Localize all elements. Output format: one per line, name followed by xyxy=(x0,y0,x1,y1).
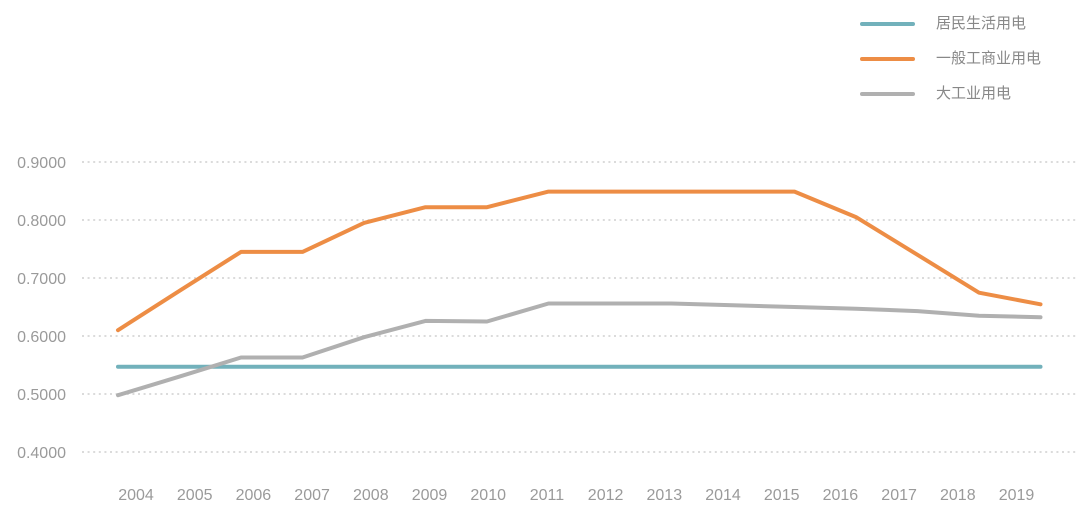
residential-line-swatch xyxy=(860,22,915,26)
legend-item-large-industry[interactable]: 大工业用电 xyxy=(860,83,1041,105)
y-tick-label: 0.5000 xyxy=(17,387,66,404)
x-tick-label: 2009 xyxy=(412,487,448,504)
legend-label-residential: 居民生活用电 xyxy=(936,15,1027,32)
x-tick-label: 2010 xyxy=(470,487,506,504)
legend-label-large-industry: 大工业用电 xyxy=(936,85,1012,102)
legend: 居民生活用电 一般工商业用电 大工业用电 xyxy=(860,13,1041,105)
x-tick-label: 2004 xyxy=(118,487,154,504)
x-tick-label: 2005 xyxy=(177,487,213,504)
x-tick-label: 2008 xyxy=(353,487,389,504)
legend-item-general-commercial[interactable]: 一般工商业用电 xyxy=(860,48,1041,70)
x-tick-label: 2007 xyxy=(294,487,330,504)
x-tick-label: 2013 xyxy=(647,487,683,504)
x-tick-label: 2011 xyxy=(530,487,565,504)
large-industry-line-swatch xyxy=(860,92,915,96)
x-tick-label: 2016 xyxy=(823,487,859,504)
x-tick-label: 2015 xyxy=(764,487,800,504)
y-tick-label: 0.8000 xyxy=(17,213,66,230)
general-commercial-power-line xyxy=(116,189,1043,333)
y-tick-label: 0.4000 xyxy=(17,445,66,462)
y-tick-label: 0.7000 xyxy=(17,271,66,288)
large-industry-power-line xyxy=(116,301,1043,398)
x-tick-label: 2012 xyxy=(588,487,624,504)
legend-label-general-commercial: 一般工商业用电 xyxy=(936,50,1042,67)
y-tick-label: 0.9000 xyxy=(17,155,66,172)
general-commercial-line-swatch xyxy=(860,57,915,61)
x-tick-label: 2006 xyxy=(236,487,272,504)
x-tick-label: 2018 xyxy=(940,487,976,504)
legend-item-residential[interactable]: 居民生活用电 xyxy=(860,13,1041,35)
x-tick-label: 2014 xyxy=(705,487,741,504)
y-tick-label: 0.6000 xyxy=(17,329,66,346)
x-tick-label: 2017 xyxy=(881,487,917,504)
x-tick-label: 2019 xyxy=(999,487,1035,504)
